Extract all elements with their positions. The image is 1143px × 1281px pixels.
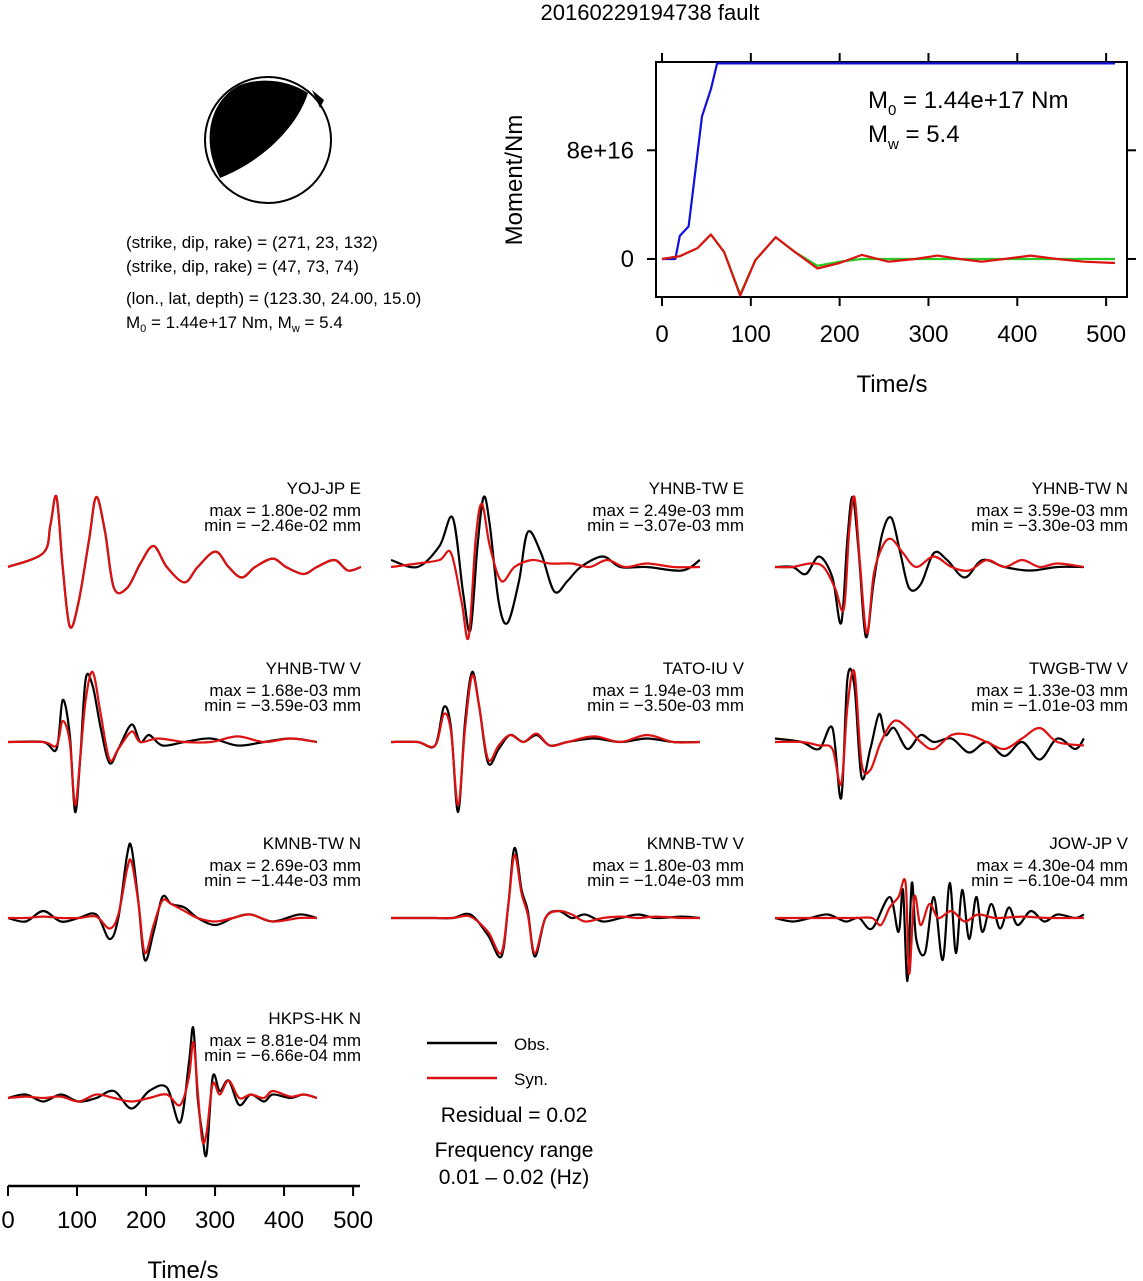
moment-annotation-m0: M0 = 1.44e+17 Nm <box>868 87 1068 119</box>
moment-ytick-label-0: 0 <box>621 246 634 273</box>
moment-xtick-label-5: 500 <box>1086 321 1126 348</box>
moment-series-rate-red <box>661 233 1116 297</box>
time-axis-label-1: 100 <box>57 1207 97 1234</box>
station-max: max = 4.30e-04 mm <box>976 856 1128 875</box>
time-axis-label-4: 400 <box>264 1207 304 1234</box>
legend-syn-label: Syn. <box>514 1070 548 1089</box>
legend: Obs. Syn. Residual = 0.02 Frequency rang… <box>427 1035 593 1189</box>
nodal-plane-1: (strike, dip, rake) = (271, 23, 132) <box>126 233 378 252</box>
station-name: YHNB-TW E <box>649 479 744 498</box>
moment-summary: M0 = 1.44e+17 Nm, Mw = 5.4 <box>126 313 343 335</box>
mechanism-text: (strike, dip, rake) = (271, 23, 132) (st… <box>126 233 421 335</box>
station-max: max = 1.80e-02 mm <box>209 501 361 520</box>
syn-trace <box>391 853 700 955</box>
station-min: min = −1.01e-03 mm <box>971 696 1128 715</box>
beachball <box>204 76 332 204</box>
beachball-compressional-quadrant <box>209 80 308 178</box>
moment-xlabel: Time/s <box>856 371 927 398</box>
station-min: min = −3.59e-03 mm <box>204 696 361 715</box>
obs-trace <box>774 881 1085 983</box>
station-min: min = −6.10e-04 mm <box>971 871 1128 890</box>
syn-trace <box>774 495 1085 635</box>
station-min: min = −6.66e-04 mm <box>204 1046 361 1065</box>
time-axis-label-3: 300 <box>195 1207 235 1234</box>
station-name: KMNB-TW N <box>263 834 361 853</box>
time-axis-label-2: 200 <box>126 1207 166 1234</box>
time-axis-label-5: 500 <box>333 1207 373 1234</box>
moment-ylabel: Moment/Nm <box>501 115 528 246</box>
syn-trace <box>775 878 1084 976</box>
station-name: TATO-IU V <box>663 659 745 678</box>
moment-plot-frame <box>655 61 1128 298</box>
station-max: max = 8.81e-04 mm <box>209 1031 361 1050</box>
station-name: JOW-JP V <box>1049 834 1128 853</box>
moment-xtick-label-2: 200 <box>820 321 860 348</box>
station-max: max = 1.80e-03 mm <box>592 856 744 875</box>
moment-annotation-mw: Mw = 5.4 <box>868 121 960 153</box>
moment-ytick-label-1: 8e+16 <box>567 137 634 164</box>
station-name: YOJ-JP E <box>287 479 361 498</box>
station-max: max = 3.59e-03 mm <box>976 501 1128 520</box>
station-min: min = −3.07e-03 mm <box>587 516 744 535</box>
station-name: YHNB-TW V <box>266 659 362 678</box>
station-max: max = 1.94e-03 mm <box>592 681 744 700</box>
syn-trace <box>390 502 700 641</box>
station-max: max = 2.49e-03 mm <box>592 501 744 520</box>
station-min: min = −3.50e-03 mm <box>587 696 744 715</box>
station-min: min = −3.30e-03 mm <box>971 516 1128 535</box>
frequency-label: Frequency range <box>435 1139 594 1162</box>
station-name: HKPS-HK N <box>268 1009 361 1028</box>
station-max: max = 1.33e-03 mm <box>976 681 1128 700</box>
moment-xtick-label-0: 0 <box>655 321 668 348</box>
moment-series-rate-green <box>661 233 1115 296</box>
frequency-range: 0.01 – 0.02 (Hz) <box>439 1166 590 1189</box>
station-max: max = 2.69e-03 mm <box>209 856 361 875</box>
station-min: min = −1.04e-03 mm <box>587 871 744 890</box>
station-name: KMNB-TW V <box>647 834 745 853</box>
syn-trace <box>7 858 317 955</box>
residual-label: Residual = 0.02 <box>441 1104 588 1127</box>
figure-title: 20160229194738 fault <box>541 0 760 25</box>
waveform-time-axis: 0 100 200 300 400 500 <box>1 1184 373 1234</box>
nodal-plane-2: (strike, dip, rake) = (47, 73, 74) <box>126 257 359 276</box>
legend-obs-label: Obs. <box>514 1035 550 1054</box>
location: (lon., lat, depth) = (123.30, 24.00, 15.… <box>126 289 421 308</box>
time-axis-label-0: 0 <box>1 1207 14 1234</box>
syn-trace <box>774 668 1085 786</box>
moment-xtick-label-3: 300 <box>908 321 948 348</box>
station-min: min = −2.46e-02 mm <box>204 516 361 535</box>
station-name: TWGB-TW V <box>1029 659 1129 678</box>
syn-trace <box>390 674 700 807</box>
moment-series-cumulative <box>662 62 1115 261</box>
moment-xtick-label-4: 400 <box>997 321 1037 348</box>
moment-xtick-label-1: 100 <box>731 321 771 348</box>
obs-trace <box>774 495 1084 639</box>
station-name: YHNB-TW N <box>1032 479 1128 498</box>
syn-trace <box>7 1040 318 1145</box>
obs-trace <box>7 672 318 814</box>
station-max: max = 1.68e-03 mm <box>209 681 361 700</box>
obs-trace <box>774 667 1085 800</box>
syn-trace <box>7 670 318 807</box>
syn-trace <box>7 494 362 629</box>
station-min: min = −1.44e-03 mm <box>204 871 361 890</box>
waveform-xlabel: Time/s <box>147 1257 218 1281</box>
